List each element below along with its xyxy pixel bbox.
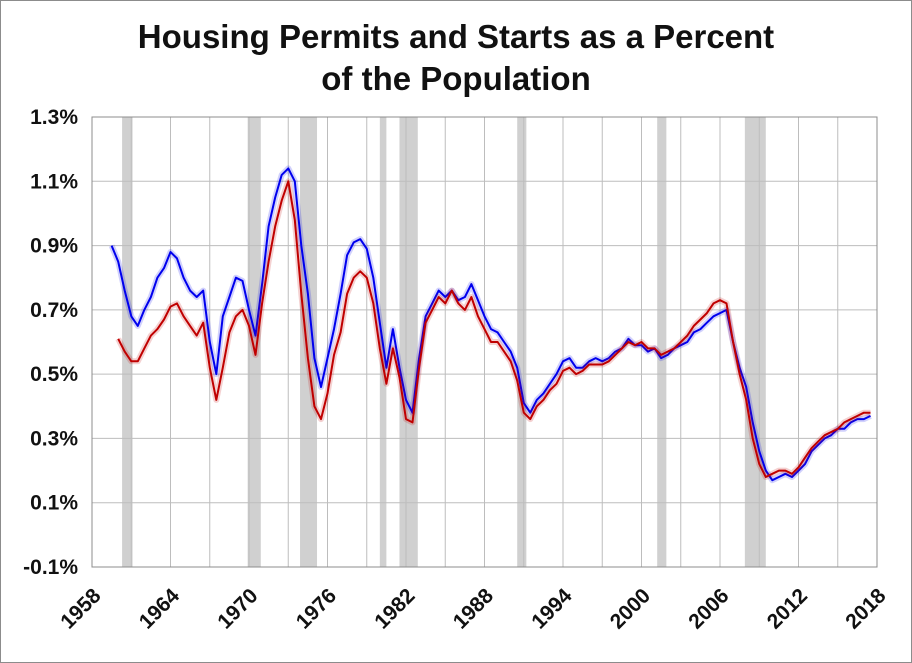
recession-band	[517, 117, 527, 567]
y-tick-label: 0.9%	[30, 235, 78, 258]
y-tick-label: 0.3%	[30, 427, 78, 450]
plot-area-border	[91, 116, 878, 568]
y-tick-label: -0.1%	[23, 556, 78, 579]
y-tick-label: 0.7%	[30, 299, 78, 322]
chart-title-line-2: of the Population	[321, 60, 591, 97]
x-tick-label: 1982	[370, 584, 419, 633]
recession-band	[744, 117, 766, 567]
chart-title-line-1: Housing Permits and Starts as a Percent	[137, 18, 775, 55]
y-tick-label: 0.1%	[30, 492, 78, 515]
x-tick-label: 1994	[527, 584, 577, 634]
series-line-permits	[110, 167, 871, 482]
x-tick-label: 1970	[213, 584, 262, 633]
y-tick-label: 1.3%	[30, 106, 78, 129]
recession-band	[300, 117, 318, 567]
x-tick-label: 1976	[292, 584, 341, 633]
x-tick-label: 1988	[449, 584, 499, 634]
x-tick-label: 1958	[56, 584, 106, 634]
recession-band	[399, 117, 418, 567]
x-tick-label: 2000	[606, 584, 655, 633]
recession-band	[122, 117, 133, 567]
chart-title: Housing Permits and Starts as a Percent …	[0, 16, 912, 100]
y-tick-label: 1.1%	[30, 170, 78, 193]
series-line-starts	[117, 180, 871, 478]
x-tick-label: 2006	[684, 584, 733, 633]
x-tick-label: 2018	[841, 584, 891, 634]
recession-band	[657, 117, 667, 567]
x-tick-label: 1964	[135, 584, 185, 634]
y-tick-label: 0.5%	[30, 363, 78, 386]
x-tick-label: 2012	[763, 584, 812, 633]
series-lines	[108, 165, 872, 484]
recession-band	[247, 117, 261, 567]
